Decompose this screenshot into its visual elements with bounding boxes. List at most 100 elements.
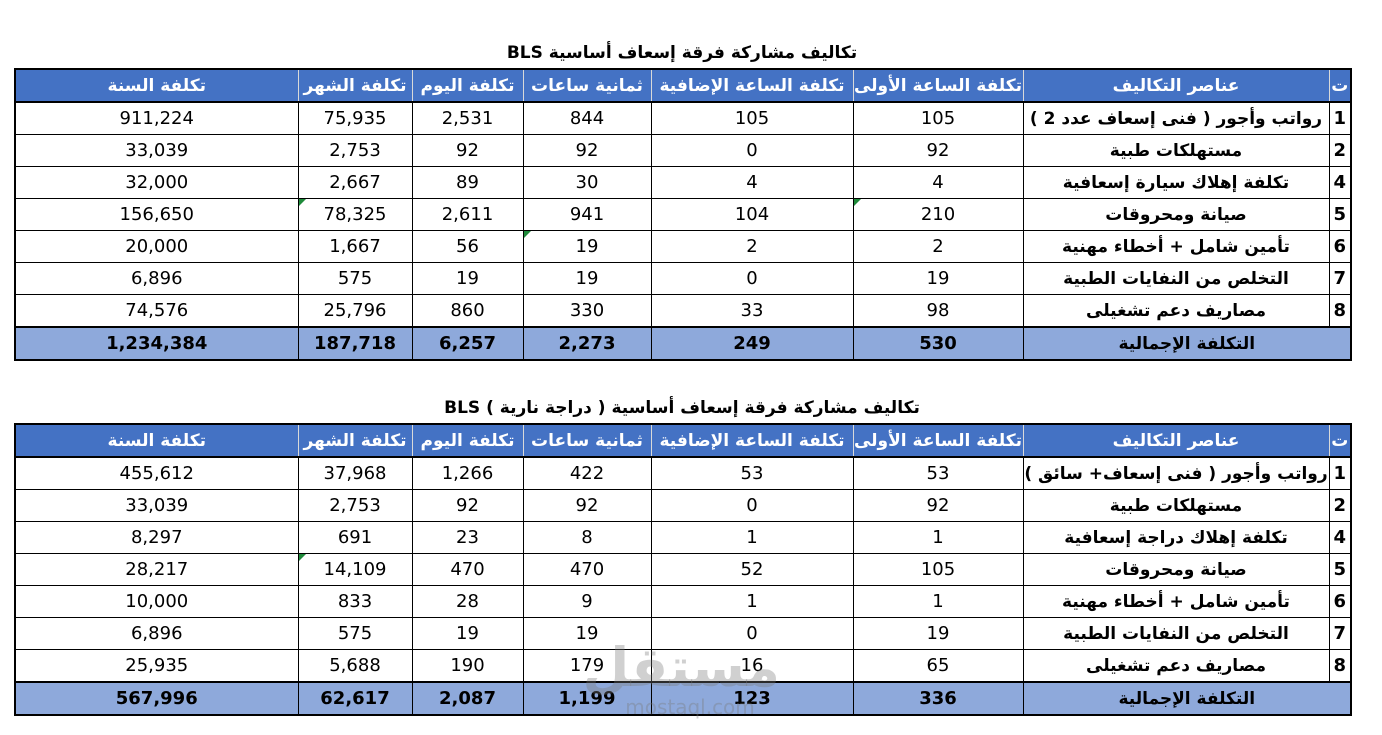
header-year: تكلفة السنة: [14, 423, 299, 458]
year-cell: 455,612: [14, 456, 299, 490]
header-first-hour: تكلفة الساعة الأولى: [852, 68, 1024, 103]
row-index: 4: [1328, 166, 1352, 199]
table-row: 8 مصاريف دعم تشغيلى 65 16 179 190 5,688 …: [14, 649, 1352, 683]
total-first-hour: 530: [852, 326, 1024, 361]
row-label: التخلص من النفايات الطبية: [1022, 262, 1330, 295]
total-extra-hour: 123: [650, 681, 854, 716]
month-cell: 575: [297, 262, 413, 295]
cost-table-block-motorcycle: تكاليف مشاركة فرقة إسعاف أساسية ( دراجة …: [14, 393, 1352, 716]
total-row: التكلفة الإجمالية 336 123 1,199 2,087 62…: [14, 681, 1352, 716]
row-label: تكلفة إهلاك دراجة إسعافية: [1022, 521, 1330, 554]
row-index: 7: [1328, 617, 1352, 650]
header-eight-hours: ثمانية ساعات: [522, 68, 652, 103]
extra-hour-cell: 105: [650, 101, 854, 135]
eight-hours-cell: 422: [522, 456, 652, 490]
month-cell: 75,935: [297, 101, 413, 135]
row-index: 7: [1328, 262, 1352, 295]
extra-hour-cell: 0: [650, 617, 854, 650]
extra-hour-cell: 104: [650, 198, 854, 231]
day-cell: 1,266: [411, 456, 524, 490]
month-cell: 78,325: [297, 198, 413, 231]
header-extra-hour: تكلفة الساعة الإضافية: [650, 423, 854, 458]
table-row: 1 رواتب وأجور ( فنى إسعاف+ سائق ) 53 53 …: [14, 456, 1352, 490]
year-cell: 10,000: [14, 585, 299, 618]
extra-hour-cell: 2: [650, 230, 854, 263]
table-title: تكاليف مشاركة فرقة إسعاف أساسية ( دراجة …: [444, 398, 920, 418]
month-cell: 14,109: [297, 553, 413, 586]
total-month: 62,617: [297, 681, 413, 716]
total-label: التكلفة الإجمالية: [1022, 326, 1352, 361]
table-row: 8 مصاريف دعم تشغيلى 98 33 330 860 25,796…: [14, 294, 1352, 328]
first-hour-cell: 1: [852, 585, 1024, 618]
first-hour-cell: 19: [852, 262, 1024, 295]
cost-table-block-ambulance: تكاليف مشاركة فرقة إسعاف أساسية BLS ت عن…: [14, 38, 1352, 361]
total-eight-hours: 2,273: [522, 326, 652, 361]
eight-hours-cell: 19: [522, 230, 652, 263]
extra-hour-cell: 1: [650, 521, 854, 554]
row-label: تكلفة إهلاك سيارة إسعافية: [1022, 166, 1330, 199]
header-month: تكلفة الشهر: [297, 68, 413, 103]
table-row: 7 التخلص من النفايات الطبية 19 0 19 19 5…: [14, 262, 1352, 295]
year-cell: 33,039: [14, 489, 299, 522]
year-cell: 32,000: [14, 166, 299, 199]
header-first-hour: تكلفة الساعة الأولى: [852, 423, 1024, 458]
first-hour-cell: 65: [852, 649, 1024, 683]
day-cell: 89: [411, 166, 524, 199]
header-month: تكلفة الشهر: [297, 423, 413, 458]
month-cell: 25,796: [297, 294, 413, 328]
total-year: 567,996: [14, 681, 299, 716]
day-cell: 92: [411, 134, 524, 167]
first-hour-cell: 105: [852, 101, 1024, 135]
first-hour-cell: 53: [852, 456, 1024, 490]
year-cell: 8,297: [14, 521, 299, 554]
first-hour-cell: 4: [852, 166, 1024, 199]
year-cell: 20,000: [14, 230, 299, 263]
extra-hour-cell: 1: [650, 585, 854, 618]
month-cell: 37,968: [297, 456, 413, 490]
extra-hour-cell: 0: [650, 134, 854, 167]
month-cell: 575: [297, 617, 413, 650]
row-label: تأمين شامل + أخطاء مهنية: [1022, 585, 1330, 618]
eight-hours-cell: 9: [522, 585, 652, 618]
total-day: 6,257: [411, 326, 524, 361]
day-cell: 19: [411, 617, 524, 650]
month-cell: 833: [297, 585, 413, 618]
year-cell: 6,896: [14, 617, 299, 650]
total-first-hour: 336: [852, 681, 1024, 716]
row-index: 1: [1328, 456, 1352, 490]
total-eight-hours: 1,199: [522, 681, 652, 716]
eight-hours-cell: 179: [522, 649, 652, 683]
day-cell: 19: [411, 262, 524, 295]
day-cell: 92: [411, 489, 524, 522]
year-cell: 6,896: [14, 262, 299, 295]
eight-hours-cell: 92: [522, 134, 652, 167]
year-cell: 25,935: [14, 649, 299, 683]
month-cell: 2,753: [297, 489, 413, 522]
extra-hour-cell: 0: [650, 262, 854, 295]
row-label: رواتب وأجور ( فنى إسعاف+ سائق ): [1022, 456, 1330, 490]
extra-hour-cell: 4: [650, 166, 854, 199]
total-label: التكلفة الإجمالية: [1022, 681, 1352, 716]
eight-hours-cell: 8: [522, 521, 652, 554]
month-cell: 1,667: [297, 230, 413, 263]
first-hour-cell: 1: [852, 521, 1024, 554]
total-row: التكلفة الإجمالية 530 249 2,273 6,257 18…: [14, 326, 1352, 361]
day-cell: 23: [411, 521, 524, 554]
table-row: 2 مستهلكات طبية 92 0 92 92 2,753 33,039: [14, 489, 1352, 522]
table-row: 1 رواتب وأجور ( فنى إسعاف عدد 2 ) 105 10…: [14, 101, 1352, 135]
row-index: 2: [1328, 489, 1352, 522]
total-month: 187,718: [297, 326, 413, 361]
header-row: ت عناصر التكاليف تكلفة الساعة الأولى تكل…: [14, 423, 1352, 458]
extra-hour-cell: 0: [650, 489, 854, 522]
row-label: رواتب وأجور ( فنى إسعاف عدد 2 ): [1022, 101, 1330, 135]
day-cell: 28: [411, 585, 524, 618]
header-day: تكلفة اليوم: [411, 68, 524, 103]
first-hour-cell: 92: [852, 489, 1024, 522]
header-row: ت عناصر التكاليف تكلفة الساعة الأولى تكل…: [14, 68, 1352, 103]
month-cell: 5,688: [297, 649, 413, 683]
day-cell: 56: [411, 230, 524, 263]
day-cell: 2,531: [411, 101, 524, 135]
header-index: ت: [1328, 68, 1352, 103]
row-label: مستهلكات طبية: [1022, 134, 1330, 167]
row-label: صيانة ومحروقات: [1022, 198, 1330, 231]
